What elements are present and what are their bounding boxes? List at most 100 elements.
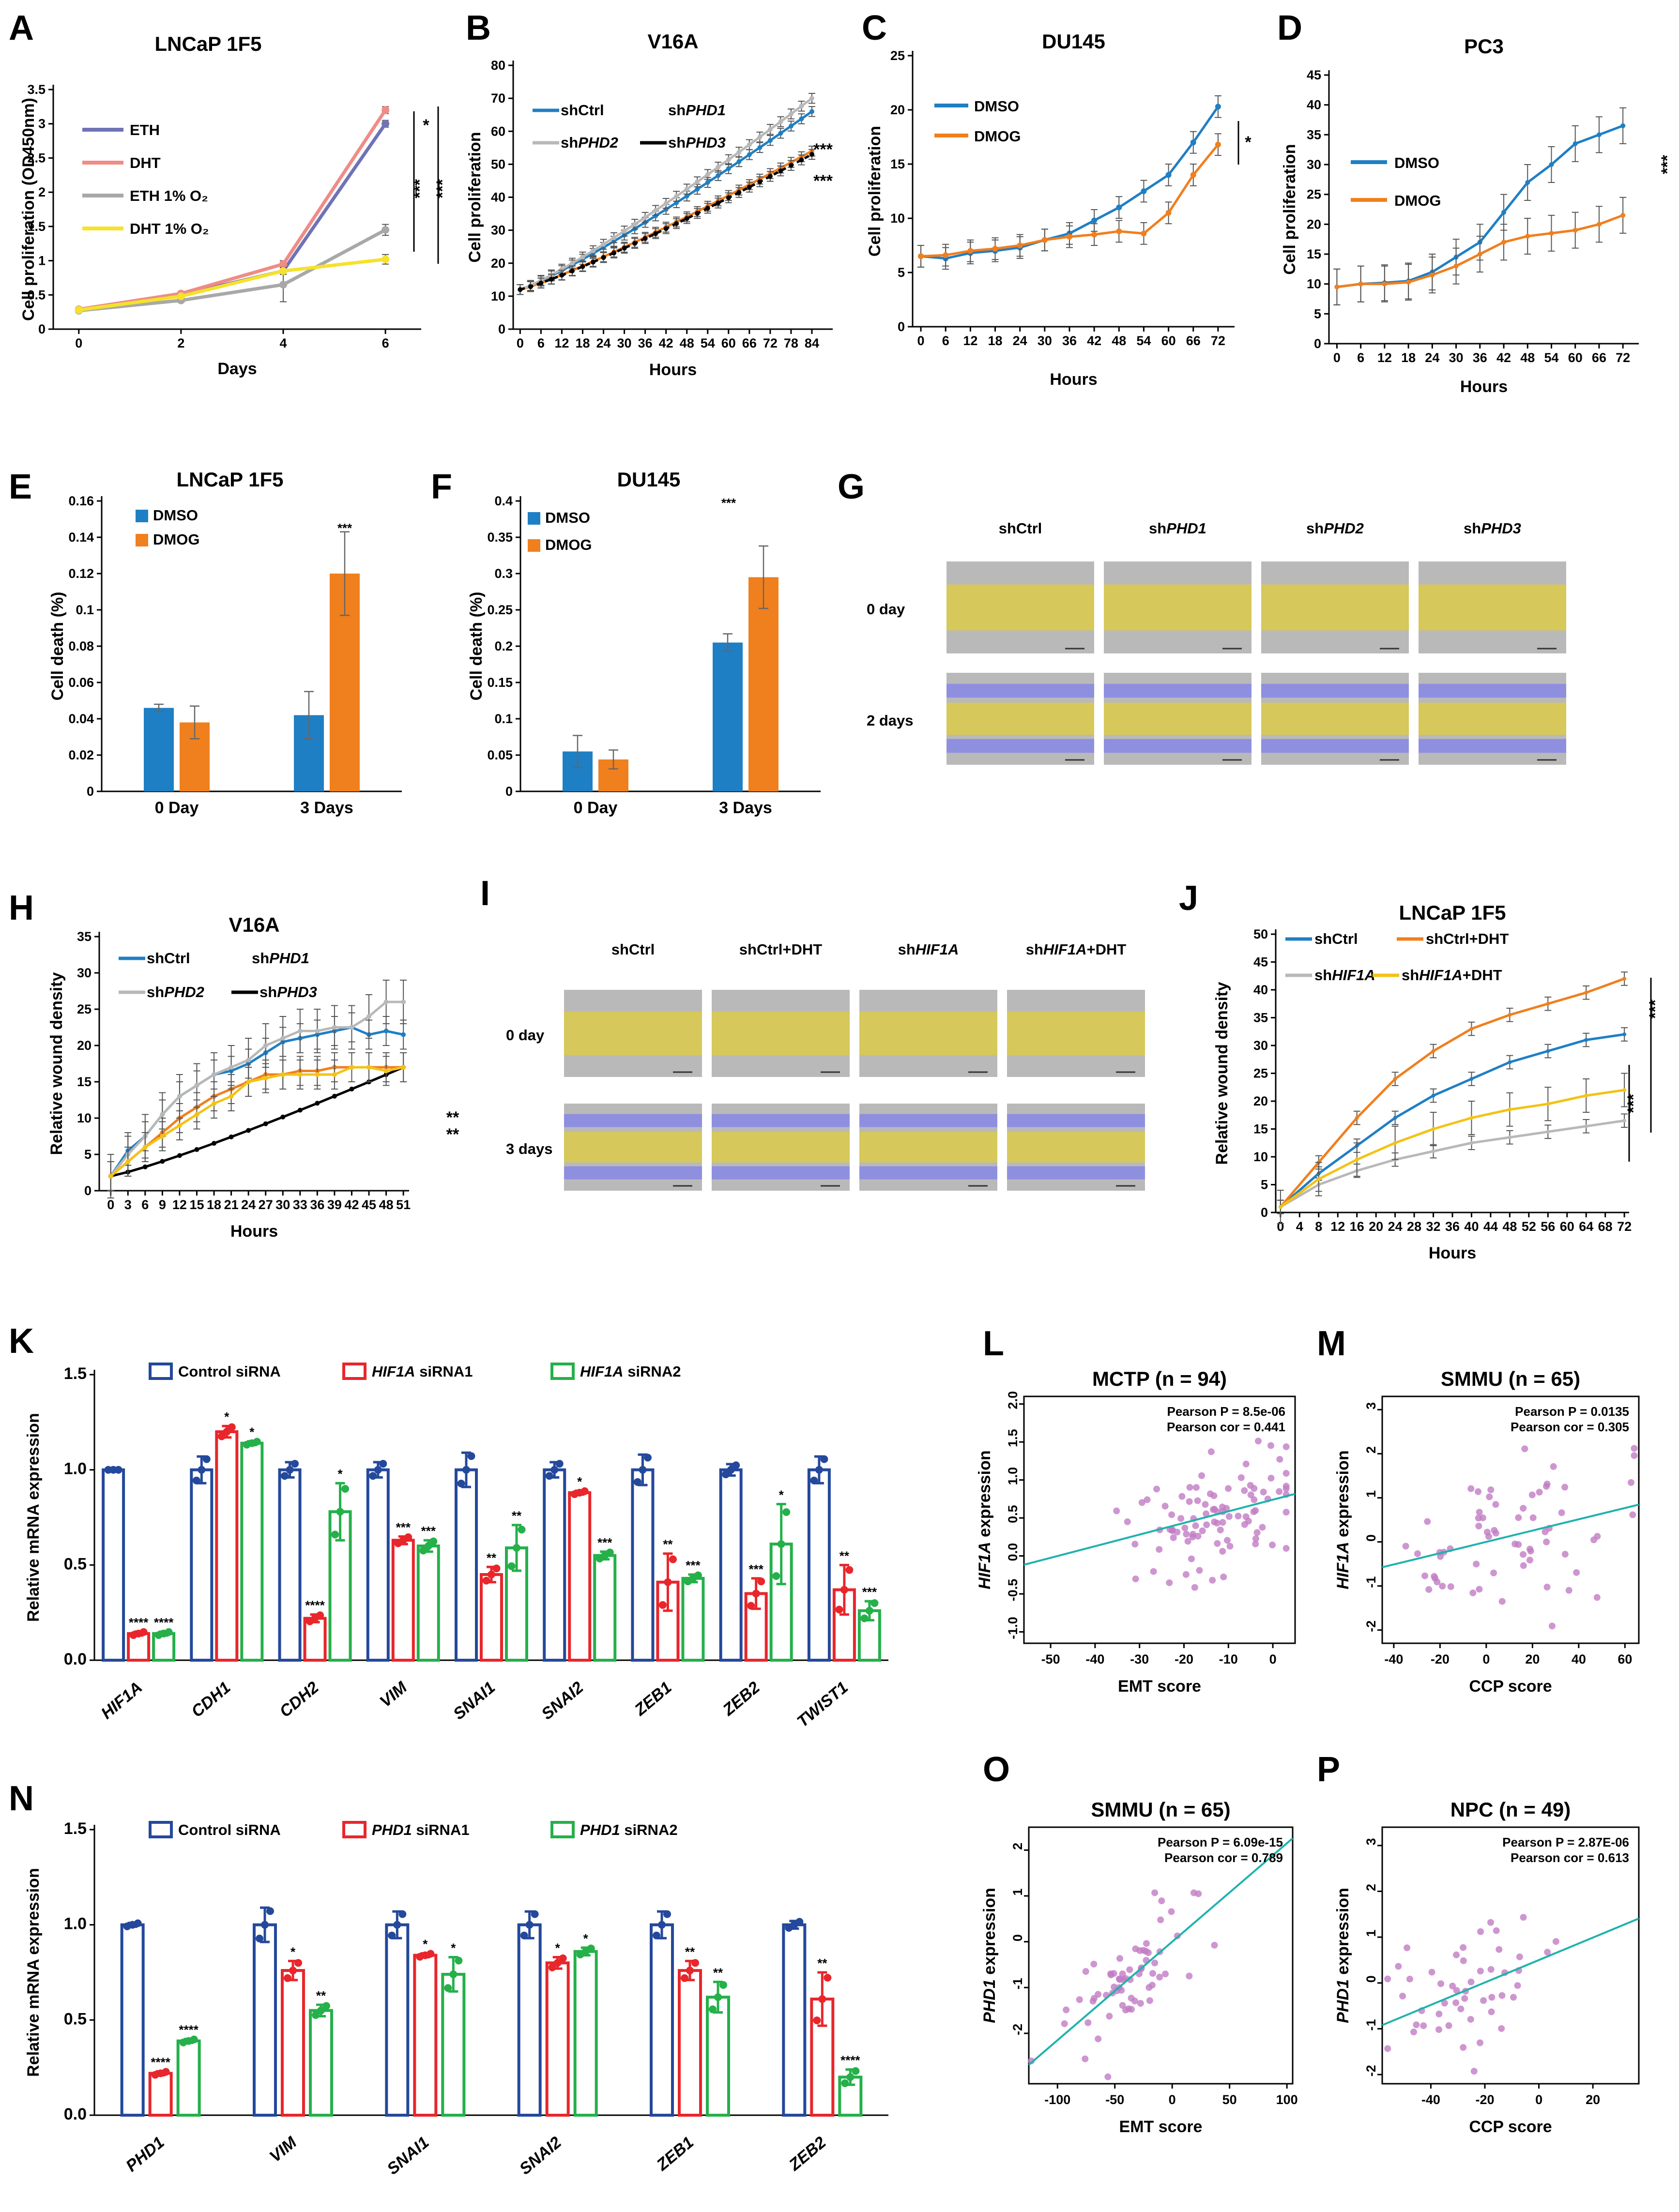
regression-line bbox=[1382, 1917, 1639, 2026]
scatter-point bbox=[1143, 1940, 1150, 1947]
x-tick-label: 12 bbox=[1330, 1219, 1345, 1234]
x-tick-label: 78 bbox=[784, 336, 798, 350]
data-point bbox=[622, 245, 627, 251]
data-point bbox=[1549, 230, 1554, 236]
data-point bbox=[1393, 1141, 1397, 1145]
y-tick-label: 2 bbox=[38, 185, 46, 199]
y-tick-label: 10 bbox=[1253, 1150, 1268, 1164]
scatter-point bbox=[1526, 1545, 1533, 1553]
wound-area bbox=[564, 1132, 702, 1163]
y-tick-label: 0.05 bbox=[487, 748, 513, 762]
scatter-point bbox=[1414, 1550, 1421, 1557]
scatter-point bbox=[1492, 1501, 1499, 1508]
scatter-point bbox=[1384, 2045, 1391, 2052]
data-point bbox=[1430, 273, 1435, 278]
bar-Control-siRNA bbox=[543, 1468, 566, 1662]
scatter-point bbox=[1453, 1951, 1460, 1958]
legend-label: shPHD1 bbox=[252, 950, 309, 967]
scatter-point bbox=[1498, 1598, 1506, 1605]
category-label: SNAI2 bbox=[516, 2133, 565, 2179]
data-point bbox=[382, 255, 390, 263]
data-point bbox=[580, 255, 585, 260]
data-point bbox=[263, 1043, 268, 1048]
scatter-point bbox=[1241, 1521, 1248, 1528]
significance-label: * bbox=[337, 1467, 343, 1481]
scatter-point bbox=[1162, 1970, 1169, 1978]
x-tick-label: 72 bbox=[1617, 1219, 1632, 1234]
data-point bbox=[559, 273, 565, 278]
x-tick-label: -50 bbox=[1041, 1652, 1060, 1667]
scatter-point bbox=[1095, 2035, 1102, 2043]
wound-area bbox=[712, 1012, 850, 1055]
scatter-point bbox=[1276, 1455, 1283, 1463]
y-tick-label: -1 bbox=[1010, 1978, 1025, 1989]
migrated-cells bbox=[1007, 1166, 1145, 1180]
legend-label: DMSO bbox=[1394, 154, 1439, 171]
scatter-point bbox=[1196, 1567, 1203, 1574]
scatter-point bbox=[1550, 1463, 1557, 1470]
legend-label: DMOG bbox=[1394, 192, 1441, 209]
bar-HIF1A-siRNA1 bbox=[568, 1491, 592, 1662]
scatter-point bbox=[1158, 1897, 1165, 1905]
scatter-point bbox=[1107, 1970, 1114, 1977]
chart-title: PC3 bbox=[1464, 35, 1504, 58]
scatter-point bbox=[1406, 1975, 1413, 1983]
significance-label: * bbox=[249, 1425, 255, 1439]
chart-title: MCTP (n = 94) bbox=[1092, 1367, 1227, 1390]
y-tick-label: 0.1 bbox=[494, 712, 513, 726]
x-tick-label: 60 bbox=[1568, 350, 1583, 365]
replicate-point bbox=[444, 1984, 452, 1992]
y-tick-label: 0.5 bbox=[64, 1555, 87, 1573]
panel-label-K: K bbox=[9, 1322, 34, 1361]
scatter-point bbox=[1475, 1522, 1482, 1530]
scatter-point bbox=[1223, 1537, 1231, 1544]
category-label: SNAI2 bbox=[538, 1678, 587, 1724]
series-line-shPHD2 bbox=[519, 97, 813, 291]
bar-HIF1A-siRNA2 bbox=[416, 1545, 440, 1662]
scatter-point bbox=[1144, 1496, 1151, 1503]
x-tick-label: 16 bbox=[1350, 1219, 1364, 1234]
data-point bbox=[1215, 104, 1221, 110]
x-tick-label: 30 bbox=[275, 1197, 290, 1212]
scatter-point bbox=[1437, 1980, 1445, 1987]
data-point bbox=[212, 1072, 217, 1077]
scatter-point bbox=[1131, 1541, 1139, 1548]
x-tick-label: 36 bbox=[1473, 350, 1487, 365]
column-label: shCtrl+DHT bbox=[739, 941, 822, 958]
x-tick-label: 12 bbox=[554, 336, 569, 350]
replicate-point bbox=[782, 1508, 791, 1516]
data-point bbox=[653, 213, 658, 219]
scatter-point bbox=[1028, 2057, 1035, 2064]
y-tick-label: 0.4 bbox=[494, 494, 513, 508]
data-point bbox=[194, 1147, 199, 1152]
x-tick-label: 3 bbox=[124, 1197, 132, 1212]
y-tick-label: 3 bbox=[38, 117, 46, 131]
y-axis-title: PHD1 expression bbox=[980, 1888, 999, 2023]
chart-A: 0 0.5 1 1.5 2 2.5 3 3.5 0 2 4 6 LNCaP 1F5 Days Cell pr… bbox=[19, 32, 452, 378]
data-point bbox=[1584, 1093, 1588, 1098]
scatter-point bbox=[1487, 1919, 1494, 1926]
data-point bbox=[1596, 222, 1602, 227]
significance-label: * bbox=[290, 1944, 296, 1959]
data-point bbox=[1549, 162, 1554, 167]
bar-Control-siRNA bbox=[719, 1468, 743, 1662]
scatter-point bbox=[1593, 1594, 1601, 1601]
scatter-point bbox=[1237, 1474, 1245, 1481]
significance-label: * bbox=[555, 1941, 561, 1955]
series-line-shPHD3-yellow- bbox=[110, 1066, 404, 1177]
panel-label-M: M bbox=[1317, 1324, 1346, 1363]
y-tick-label: 0 bbox=[84, 1183, 92, 1198]
data-point bbox=[315, 1101, 320, 1106]
data-point bbox=[716, 173, 721, 178]
scatter-point bbox=[1402, 1543, 1409, 1550]
y-tick-label: 0.5 bbox=[64, 2010, 87, 2028]
data-point bbox=[799, 116, 804, 121]
scatter-point bbox=[1627, 1479, 1634, 1486]
category-label: 3 Days bbox=[300, 799, 353, 817]
column-label: shPHD3 bbox=[1464, 520, 1521, 537]
scatter-point bbox=[1082, 2055, 1089, 2062]
scatter-point bbox=[1467, 1485, 1475, 1492]
scatter-point bbox=[1282, 1443, 1290, 1451]
y-tick-label: 10 bbox=[1307, 277, 1321, 291]
data-point bbox=[1546, 1049, 1550, 1053]
